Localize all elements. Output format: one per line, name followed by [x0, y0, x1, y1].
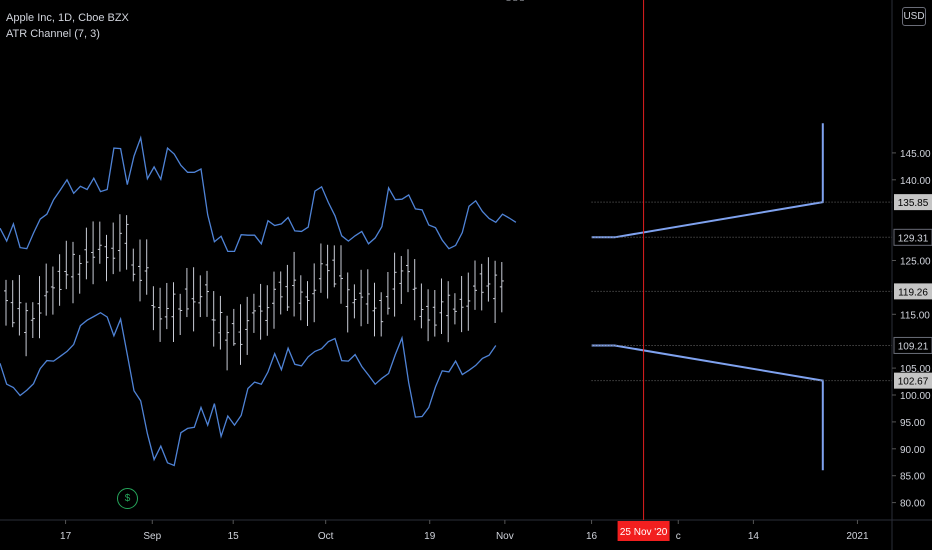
level-label: 119.26 [898, 287, 928, 298]
price-tick-label: 105.00 [900, 364, 931, 375]
crosshair-date-label: 25 Nov '20 [617, 521, 670, 541]
atr-projection [591, 123, 824, 471]
time-tick-label: 2021 [846, 531, 869, 542]
indicator-title: ATR Channel (7, 3) [6, 28, 100, 40]
price-tick-label: 125.00 [900, 257, 931, 268]
dividend-marker[interactable]: $ [117, 488, 138, 509]
time-axis: 17Sep15Oct19Nov16c14202118Fe [60, 520, 869, 542]
level-label: 129.31 [898, 233, 929, 244]
projection-upper-line [591, 123, 824, 239]
currency-button[interactable]: USD [902, 7, 926, 26]
crosshair-date-box [617, 521, 670, 541]
atr-channel-upper [0, 135, 517, 253]
chart-legend: Apple Inc, 1D, Cboe BZX ATR Channel (7, … [6, 10, 129, 42]
symbol-title: Apple Inc, 1D, Cboe BZX [6, 12, 129, 24]
time-tick-label: 19 [424, 531, 436, 542]
level-label-box [893, 336, 932, 354]
price-tick-label: 95.00 [900, 418, 925, 429]
price-tick-label: 90.00 [900, 445, 925, 456]
level-label: 135.85 [898, 198, 929, 209]
price-tick-label: 80.00 [900, 499, 925, 510]
price-axis: 145.00 140.00 125.00 115.00 105.00 100.00 95.0… [892, 149, 931, 510]
time-tick-label: Oct [318, 531, 334, 542]
time-tick-label: 14 [748, 531, 760, 542]
level-label-box [893, 228, 932, 246]
atr-channel-lower [0, 311, 497, 467]
price-tick-label: 140.00 [900, 176, 931, 187]
time-tick-label: Nov [496, 531, 514, 542]
level-markers: 135.85 129.31 119.26 109.21 102.67 [591, 194, 932, 389]
price-tick-label: 100.00 [900, 391, 931, 402]
price-tick-label: 145.00 [900, 149, 931, 160]
time-tick-label: 17 [60, 531, 72, 542]
price-tick-label: 85.00 [900, 472, 925, 483]
projection-lower-line [591, 344, 824, 471]
time-tick-label: 15 [228, 531, 240, 542]
price-tick-label: 115.00 [900, 310, 930, 321]
level-label-box [894, 283, 932, 300]
time-tick-label: 16 [586, 531, 598, 542]
price-bars [4, 0, 524, 371]
level-label: 102.67 [898, 377, 929, 388]
level-label-box [894, 372, 932, 389]
crosshair-date-text: 25 Nov '20 [620, 527, 668, 538]
time-tick-label: Sep [143, 531, 161, 542]
level-label: 109.21 [898, 341, 929, 352]
time-tick-label: c [676, 531, 681, 542]
level-label-box [894, 194, 932, 211]
